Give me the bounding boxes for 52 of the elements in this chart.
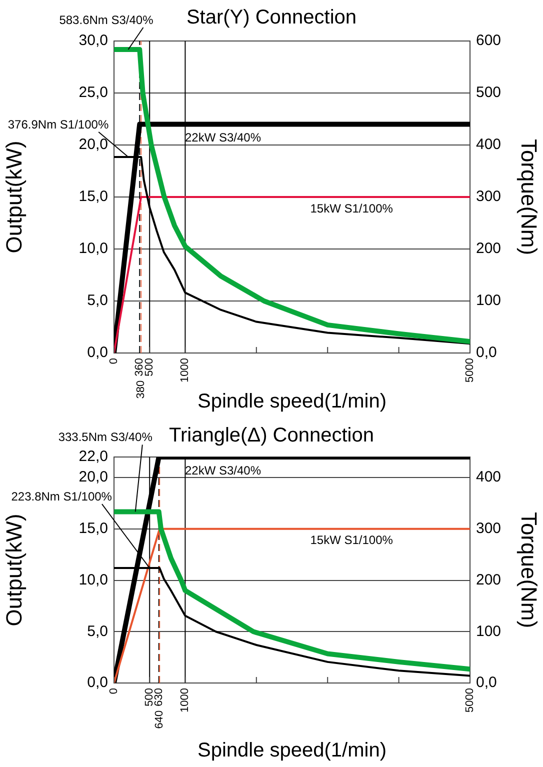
text: 333.5Nm S3/40% [58,430,153,444]
y-tick-label: 15,0 [78,520,108,538]
ref-line-label: 640 [154,710,166,729]
ref-line-label: 380 [135,380,148,399]
y2-tick-label: 600 [476,32,502,50]
y2-tick-label: 500 [476,84,502,102]
y-tick-label: 20,0 [78,136,108,154]
text: 223.8Nm S1/100% [11,489,112,504]
y-tick-label: 0,0 [87,674,108,692]
series-label: 22kW S3/40% [184,130,262,145]
x-tick-label: 5000 [464,358,476,382]
y-tick-label: 22,0 [78,448,108,466]
x-tick-label: 1000 [179,688,192,712]
y-tick-label: 0,0 [87,344,108,362]
y-tick-label: 20,0 [78,468,108,486]
y-tick-label: 5,0 [87,622,108,640]
series-label: 15kW S1/100% [310,201,394,216]
chart-title: Triangle(Δ) Connection [169,424,374,447]
y-axis-title: Output(kW) [1,514,26,626]
ref-line-label: 360 [134,358,146,376]
y2-tick-label: 0,0 [476,344,497,362]
text: 583.6Nm S3/40% [59,12,154,27]
x-tick-label: 500 [144,358,156,376]
y2-tick-label: 200 [476,240,502,258]
y2-tick-label: 400 [476,136,502,154]
x-tick-label: 0 [108,688,120,694]
text: 376.9Nm S1/100% [8,117,109,132]
series-label: 15kW S1/100% [310,533,394,548]
y-tick-label: 5,0 [87,292,108,310]
y2-tick-label: 100 [476,622,502,640]
y2-tick-label: 100 [476,292,502,310]
y2-tick-label: 300 [476,520,502,538]
x-axis-title: Spindle speed(1/min) [198,740,386,762]
y-tick-label: 30,0 [78,32,108,50]
ref-line-label: 630 [152,688,165,706]
y2-axis-title: Torque(Nm) [516,512,542,628]
y2-tick-label: 300 [476,188,502,206]
x-tick-label: 1000 [179,358,192,382]
y-axis-title: Output(kW) [1,140,26,254]
y-tick-label: 10,0 [78,571,108,588]
y-tick-label: 25,0 [78,84,108,102]
y2-tick-label: 400 [476,468,502,486]
y2-tick-label: 200 [476,571,502,588]
y2-axis-title: Torque(Nm) [516,138,542,256]
x-tick-label: 0 [108,358,120,364]
x-axis-title: Spindle speed(1/min) [198,390,386,413]
y2-tick-label: 0,0 [476,674,497,692]
chart-title: Star(Y) Connection [186,6,357,29]
x-tick-label: 5000 [464,688,476,712]
series-label: 22kW S3/40% [184,463,262,478]
y-tick-label: 15,0 [78,188,108,206]
y-tick-label: 10,0 [78,240,108,258]
